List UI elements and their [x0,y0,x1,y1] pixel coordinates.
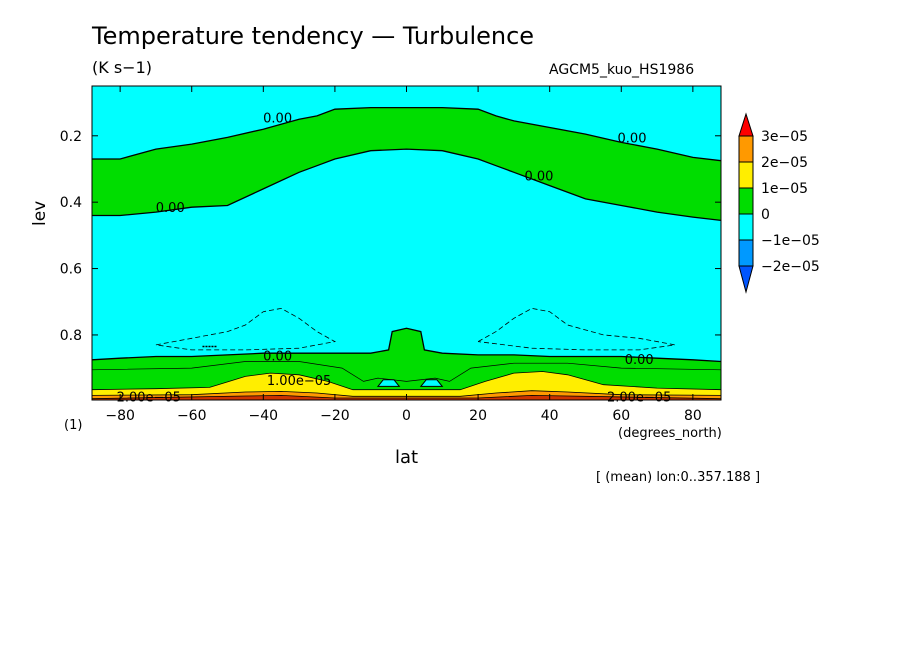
colorbar-cell [738,213,754,241]
contour-labels: 0.00 0.00 0.00 0.00 0.00 0.00 1.00e−05 2.00e−05… [117,112,672,406]
colorbar-label: −2e−05 [761,259,820,275]
x-tick-label: 80 [684,408,702,424]
x-tick-label: 40 [541,408,559,424]
y-tick-label: 0.2 [60,129,82,145]
x-tick-label: −60 [177,408,207,424]
contour-label-positive-2: 2.00e−05 [117,390,181,405]
contour-label-zero-6: 0.00 [625,353,654,368]
contour-label-positive-1: 1.00e−05 [267,374,331,389]
x-tick-label: 20 [469,408,487,424]
colorbar-cell [738,239,754,267]
x-tick-label: −40 [249,408,279,424]
colorbar-label: 1e−05 [761,181,808,197]
dashed-contour-left [155,307,337,351]
contour-positive-thin [92,361,721,382]
colorbar-arrow-bottom [738,265,754,294]
zero-contour-lower [92,148,721,222]
contour-fills [92,86,721,400]
y-tick-label: 0.8 [60,328,82,344]
y-tick-label: 0.6 [60,262,82,278]
colorbar-label: 0 [761,207,770,223]
chart-units: (K s−1) [92,58,152,77]
contour-label-zero-4: 0.00 [156,201,185,216]
x-tick-label: 60 [612,408,630,424]
contour-label-zero-2: 0.00 [618,131,647,146]
run-name: AGCM5_kuo_HS1986 [549,62,695,78]
x-axis-label: lat [395,447,419,468]
axes: −80 −60 −40 −20 0 20 40 60 80 0.2 0.4 0.6 0.8 [60,86,721,424]
contour-label-positive-3: 2.00e−05 [607,390,671,405]
fill-positive-max [92,395,721,400]
colorbar-cell [738,161,754,189]
x-axis-units: (degrees_north) [618,426,722,441]
y-tick-label: 0.4 [60,195,82,211]
colorbar: 3e−05 2e−05 1e−05 0 −1e−05 −2e−05 [738,112,820,294]
contour-lines [92,106,721,400]
colorbar-arrow-top [738,112,754,137]
colorbar-label: 2e−05 [761,155,808,171]
colorbar-label: 3e−05 [761,129,808,145]
contour-label-zero-3: 0.00 [524,170,553,185]
colorbar-label: −1e−05 [761,233,820,249]
dashed-contour-right [477,307,676,351]
x-tick-label: 0 [402,408,411,424]
colorbar-cell [738,135,754,163]
x-tick-label: −80 [105,408,135,424]
x-tick-label: −20 [320,408,350,424]
mean-note: [ (mean) lon:0..357.188 ] [596,470,761,485]
chart-title: Temperature tendency — Turbulence [92,22,535,50]
panel-index: (1) [64,418,83,433]
colorbar-cell [738,187,754,215]
contour-positive-1 [92,371,721,391]
contour-label-zero-1: 0.00 [263,112,292,127]
fill-upper-positive-band [92,107,721,221]
negative-patch-2 [419,379,444,387]
contour-label-zero-5: 0.00 [263,350,292,365]
zero-contour-upper [92,106,721,162]
zero-contour-boundary [92,327,721,363]
